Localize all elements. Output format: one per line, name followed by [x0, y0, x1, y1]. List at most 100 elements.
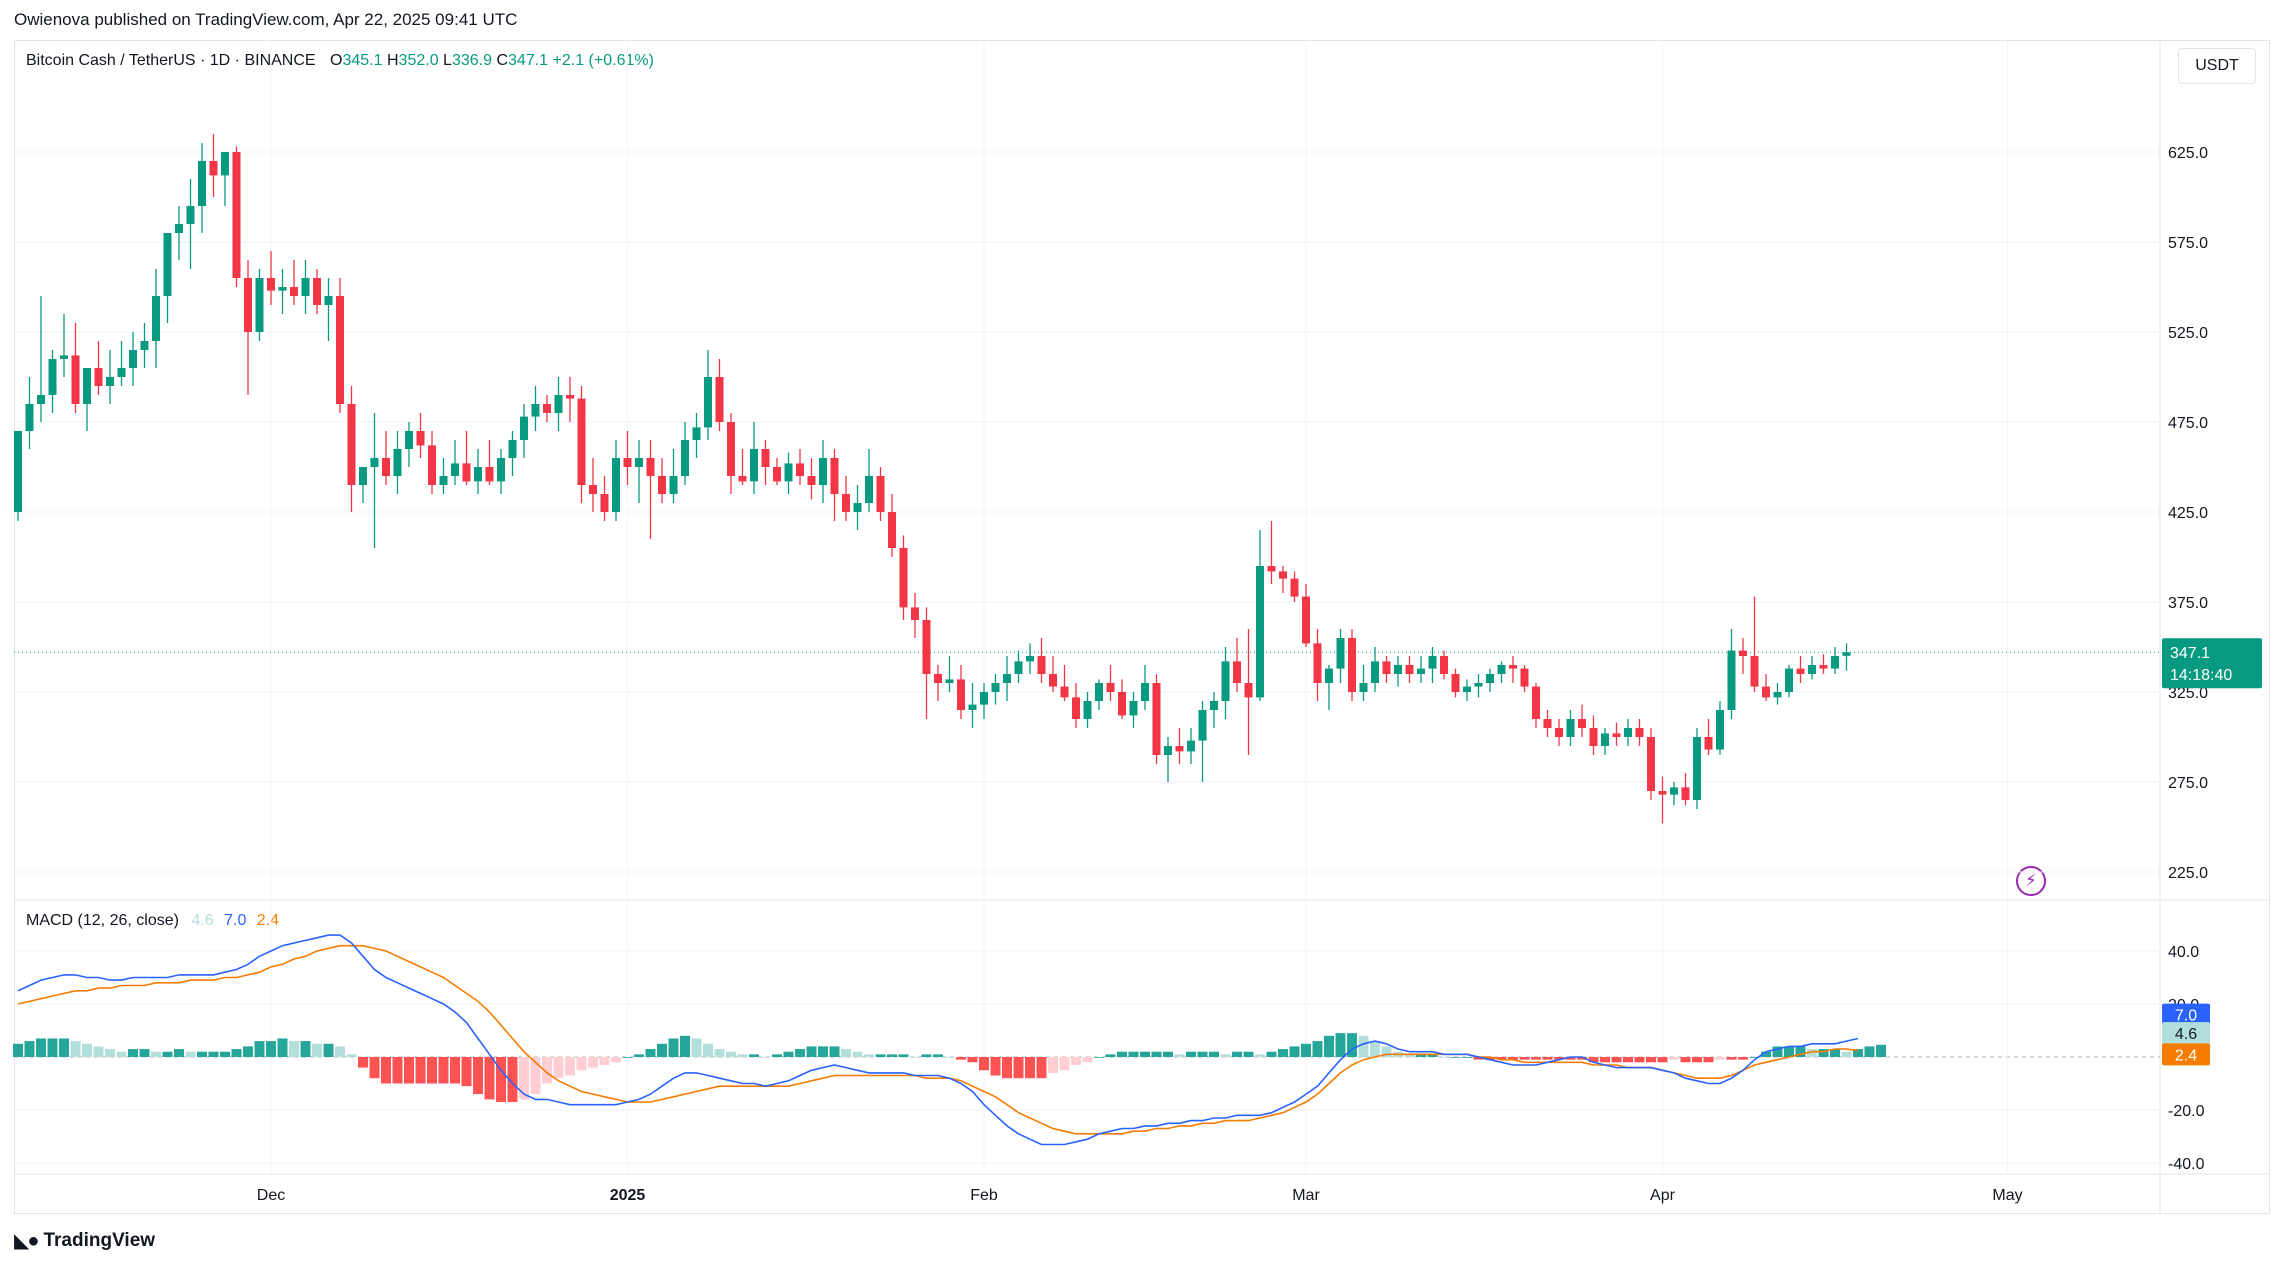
macd-histogram-bar	[668, 1038, 679, 1057]
macd-histogram-bar	[921, 1054, 932, 1057]
macd-histogram-bar	[1278, 1049, 1288, 1057]
macd-histogram-bar	[542, 1057, 552, 1084]
macd-histogram-bar	[1726, 1057, 1737, 1060]
macd-histogram-bar	[1209, 1051, 1219, 1057]
macd-histogram-bar	[381, 1057, 391, 1084]
macd-histogram-bar	[1669, 1057, 1679, 1060]
candle-body	[577, 398, 586, 485]
macd-histogram-bar	[1657, 1057, 1668, 1063]
macd-histogram-bar	[358, 1057, 368, 1068]
change-value: +2.1 (+0.61%)	[552, 52, 654, 69]
macd-indicator-name[interactable]: MACD (12, 26, close)	[26, 912, 179, 929]
macd-histogram-bar	[576, 1057, 587, 1071]
time-tick-label: Apr	[1650, 1187, 1676, 1204]
candle-body	[140, 341, 149, 350]
candle-body	[221, 152, 229, 176]
macd-histogram-bar	[1611, 1057, 1622, 1063]
macd-histogram-bar	[208, 1051, 219, 1057]
macd-histogram-bar	[174, 1049, 184, 1057]
candle-body	[750, 449, 758, 482]
candle-body	[1198, 710, 1207, 741]
candle-body	[980, 692, 988, 705]
macd-histogram-bar	[1772, 1046, 1783, 1057]
macd-histogram-bar	[599, 1057, 610, 1065]
candle-body	[106, 377, 114, 386]
tradingview-logo[interactable]: ◣● TradingView	[14, 1228, 155, 1253]
candle-body	[324, 296, 333, 305]
macd-histogram-bar	[392, 1057, 403, 1084]
candle-body	[600, 494, 609, 512]
macd-histogram-bar	[1623, 1057, 1633, 1063]
candle-body	[267, 278, 275, 291]
macd-histogram-bar	[1864, 1046, 1875, 1057]
macd-histogram-bar	[1117, 1051, 1127, 1057]
candle-body	[405, 431, 413, 449]
candle-body	[865, 476, 873, 503]
candle-body	[1842, 652, 1851, 656]
macd-histogram-bar	[1163, 1051, 1173, 1057]
candle-body	[727, 422, 735, 476]
candle-body	[934, 674, 942, 683]
candle-body	[1555, 728, 1563, 737]
macd-histogram-bar	[795, 1049, 805, 1057]
bar-countdown: 14:18:40	[2170, 667, 2232, 684]
candle-body	[1290, 578, 1299, 597]
candle-body	[278, 287, 287, 291]
macd-histogram-bar	[1255, 1054, 1265, 1057]
candle-body	[1509, 665, 1517, 669]
candle-body	[1681, 787, 1690, 800]
candle-body	[1003, 674, 1011, 683]
candle-body	[1313, 643, 1322, 683]
macd-histogram-bar	[1692, 1057, 1702, 1063]
macd-histogram-bar	[1013, 1057, 1024, 1079]
macd-histogram-bar	[427, 1057, 437, 1084]
candle-body	[1244, 683, 1253, 698]
candle-body	[94, 368, 103, 386]
macd-histogram-bar	[645, 1049, 656, 1057]
candle-body	[1831, 656, 1839, 669]
macd-histogram-bar	[185, 1051, 196, 1057]
time-tick-label: Mar	[1292, 1187, 1320, 1204]
macd-histogram-bar	[1151, 1051, 1162, 1057]
macd-histogram-bar	[1140, 1051, 1150, 1057]
time-tick-label: 2025	[610, 1187, 646, 1204]
candle-body	[566, 395, 574, 399]
high-label: H	[386, 52, 399, 69]
price-tick-label: 575.0	[2168, 235, 2208, 252]
candle-body	[462, 463, 471, 482]
candle-body	[451, 463, 459, 476]
macd-histogram-bar	[691, 1038, 702, 1057]
macd-histogram-bar	[323, 1043, 334, 1057]
brand-name: TradingView	[43, 1229, 156, 1251]
candle-body	[945, 679, 954, 683]
histogram-badge-bg	[2162, 1022, 2210, 1045]
price-tick-label: 275.0	[2168, 775, 2208, 792]
candle-body	[485, 467, 494, 482]
candle-body	[1497, 665, 1506, 674]
macd-histogram-bar	[1128, 1051, 1139, 1057]
macd-histogram-bar	[1554, 1057, 1564, 1060]
candle-body	[623, 458, 632, 467]
macd-histogram-bar	[944, 1057, 955, 1058]
currency-button[interactable]: USDT	[2178, 48, 2256, 84]
macd-histogram-bar	[243, 1046, 253, 1057]
candle-body	[1095, 683, 1103, 701]
price-tick-label: 375.0	[2168, 595, 2208, 612]
macd-histogram-bar	[116, 1051, 127, 1057]
macd-histogram-bar	[346, 1054, 357, 1057]
macd-histogram-bar	[93, 1046, 104, 1057]
macd-histogram-bar	[1174, 1054, 1185, 1057]
macd-histogram-bar	[1105, 1054, 1116, 1057]
macd-histogram-bar	[1749, 1057, 1760, 1058]
macd-histogram-bar	[1036, 1057, 1047, 1079]
symbol-title[interactable]: Bitcoin Cash / TetherUS · 1D · BINANCE	[26, 52, 316, 69]
candle-body	[71, 355, 80, 404]
macd-histogram-bar	[13, 1043, 23, 1057]
lightning-icon[interactable]: ⚡	[2016, 866, 2046, 896]
macd-histogram-bar	[1703, 1057, 1714, 1063]
chart-frame	[14, 40, 2270, 1214]
price-tick-label: 325.0	[2168, 685, 2208, 702]
candle-body	[1796, 668, 1805, 674]
macd-line-value: 7.0	[224, 912, 247, 929]
